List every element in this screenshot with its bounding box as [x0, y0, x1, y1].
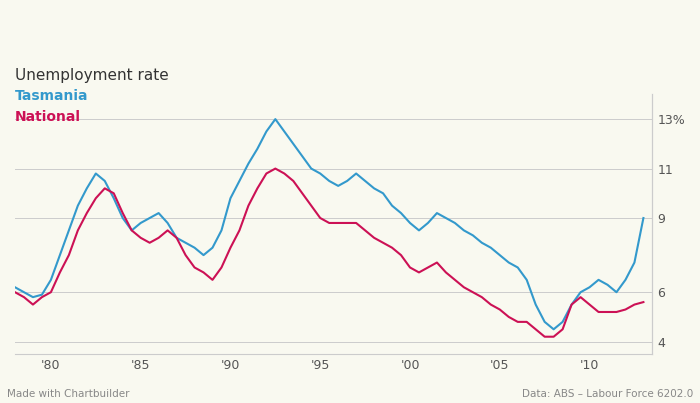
Text: Data: ABS – Labour Force 6202.0: Data: ABS – Labour Force 6202.0 — [522, 389, 693, 399]
Text: Unemployment rate: Unemployment rate — [15, 69, 169, 83]
Text: Tasmania: Tasmania — [15, 89, 88, 103]
Text: National: National — [15, 110, 81, 124]
Text: Made with Chartbuilder: Made with Chartbuilder — [7, 389, 130, 399]
